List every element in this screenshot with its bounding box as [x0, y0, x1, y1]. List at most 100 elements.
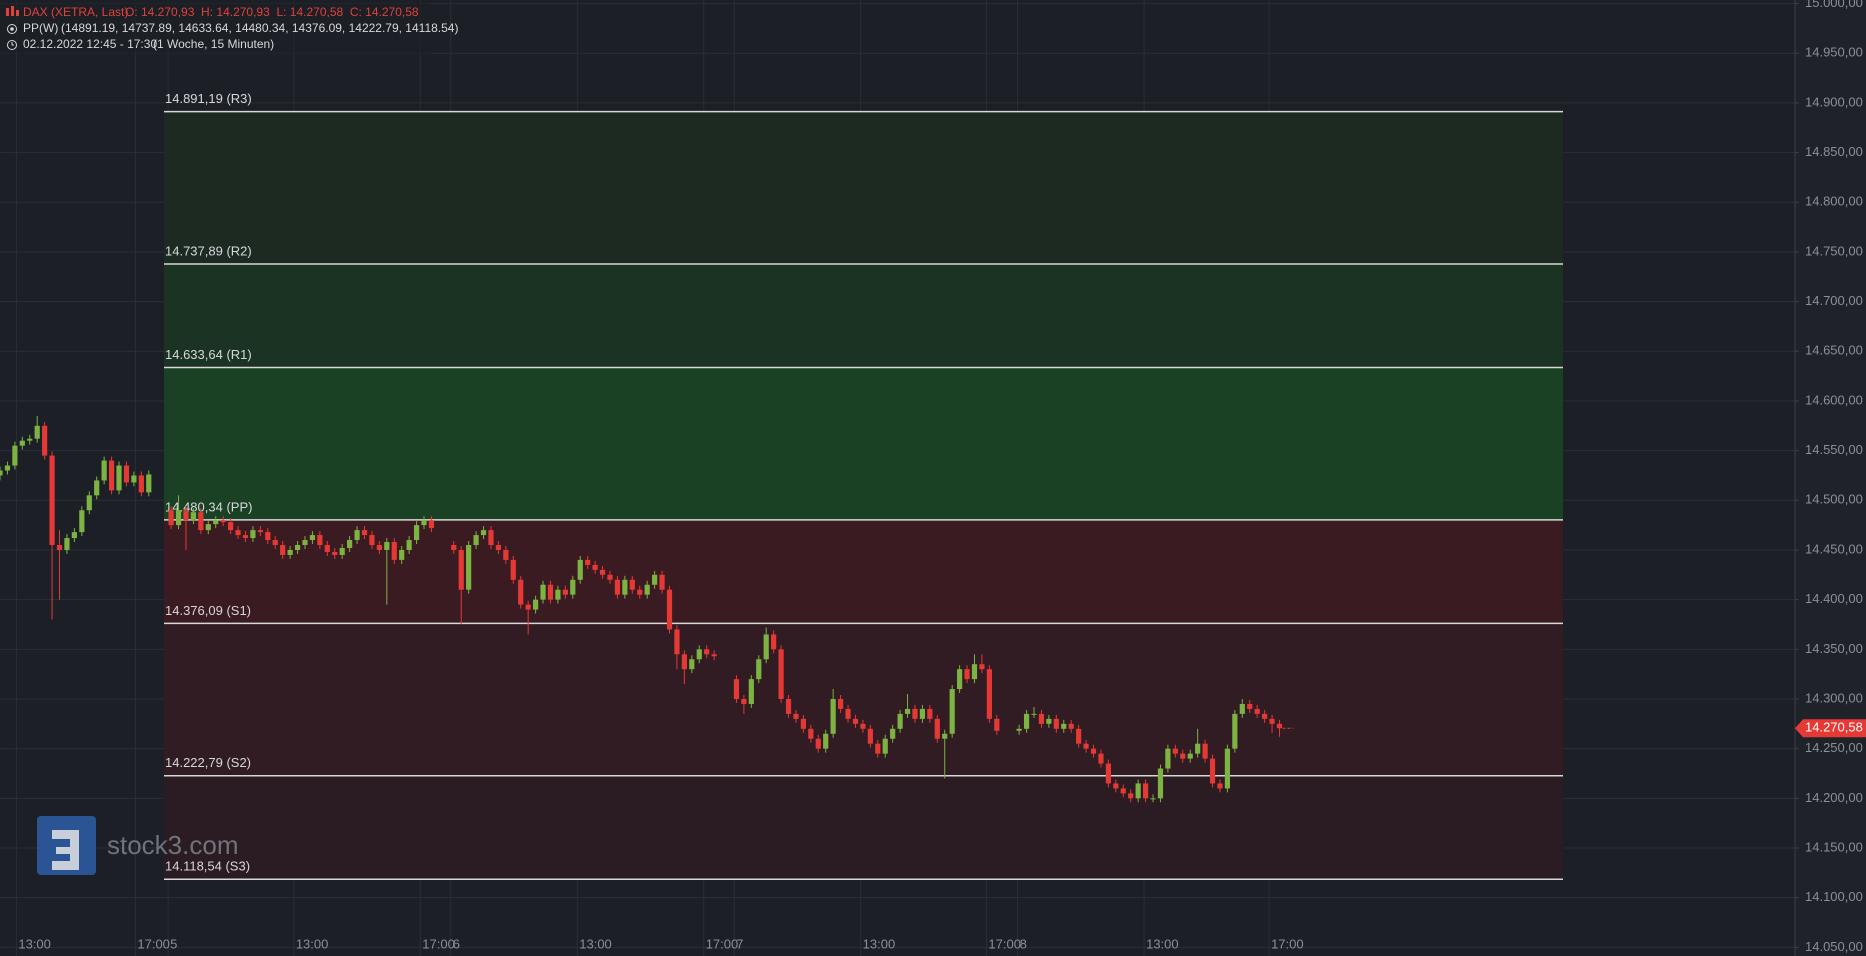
candle-body	[108, 460, 115, 491]
title: DAX (XETRA, Last)	[23, 5, 128, 19]
candle-body	[12, 445, 18, 466]
x-tick-label: 8	[1020, 936, 1027, 951]
candle-body	[1269, 718, 1275, 724]
indicator-values: (14891.19, 14737.89, 14633.64, 14480.34,…	[61, 21, 458, 35]
candle-body	[1142, 783, 1149, 799]
pivot-label: 14.118,54 (S3)	[165, 859, 250, 874]
candle-body	[808, 728, 814, 739]
pivot-label: 14.376,09 (S1)	[165, 603, 251, 618]
watermark: stock3.com	[107, 830, 239, 860]
candle-body	[592, 564, 598, 570]
pivot-zone	[164, 623, 1563, 776]
x-tick-label: 13:00	[18, 936, 51, 951]
candle-body	[800, 718, 806, 729]
y-tick-label: 14.450,00	[1805, 541, 1863, 556]
y-tick-label: 14.350,00	[1805, 641, 1863, 656]
y-tick-label: 14.750,00	[1805, 243, 1863, 258]
pivot-zone	[164, 263, 1563, 368]
candle-body	[1016, 728, 1022, 731]
y-tick-label: 14.850,00	[1805, 144, 1863, 159]
candle-body	[771, 634, 777, 650]
candle-body	[0, 470, 3, 476]
candle-body	[138, 475, 144, 493]
y-tick-label: 14.050,00	[1805, 939, 1863, 954]
candle-body	[116, 465, 122, 491]
y-tick-label: 14.100,00	[1805, 889, 1863, 904]
candle-body	[681, 654, 687, 670]
candle-body	[309, 535, 316, 541]
candle-body	[406, 540, 412, 550]
candle-body	[287, 549, 293, 555]
x-tick-label: 13:00	[296, 936, 329, 951]
candle-body	[79, 510, 85, 533]
candle-body	[562, 589, 568, 595]
candle-body	[1083, 743, 1089, 749]
x-tick-label: 6	[453, 936, 460, 951]
indicator-icon-dot	[10, 27, 14, 31]
candle-body	[317, 535, 323, 546]
pivot-label: 14.633,64 (R1)	[165, 347, 252, 362]
candle-body	[778, 649, 784, 699]
candle-body	[1090, 748, 1097, 754]
y-tick-label: 14.950,00	[1805, 45, 1863, 60]
candle-body	[882, 738, 888, 754]
y-tick-label: 14.500,00	[1805, 492, 1863, 507]
candle-body	[852, 718, 859, 724]
candle-body	[1038, 713, 1045, 724]
y-tick-label: 14.700,00	[1805, 293, 1863, 308]
candle-body	[644, 584, 650, 595]
candle-body	[1128, 793, 1134, 799]
candle-body	[332, 551, 338, 555]
candle-body	[823, 733, 829, 749]
candle-body	[540, 584, 546, 600]
x-tick-label: 17:00	[422, 936, 455, 951]
last-price-box	[1795, 719, 1866, 738]
candle-body	[1202, 743, 1208, 759]
candle-body	[101, 460, 107, 481]
candle-body	[1217, 783, 1223, 789]
candle-body	[674, 629, 680, 655]
watermark-logo	[37, 816, 96, 875]
y-tick-label: 14.650,00	[1805, 343, 1863, 358]
candle-body	[845, 708, 851, 719]
candle-body	[1224, 748, 1231, 789]
pivot-zone	[164, 775, 1563, 880]
candle-body	[235, 530, 241, 536]
x-tick-label: 13:00	[579, 936, 612, 951]
candle-body	[183, 510, 189, 521]
candle-body	[205, 524, 211, 531]
candle-body	[1031, 713, 1037, 715]
candle-body	[242, 535, 249, 539]
candle-body	[1239, 703, 1245, 714]
x-tick-label: 17:00	[706, 936, 739, 951]
candle-body	[250, 530, 256, 539]
candle-body	[302, 540, 308, 546]
pivot-label: 14.891,19 (R3)	[165, 91, 252, 106]
candle-body	[391, 542, 397, 560]
candle-body	[369, 535, 375, 546]
candle-body	[1113, 783, 1119, 789]
candle-body	[71, 532, 77, 539]
candle-body	[458, 549, 464, 590]
y-tick-label: 14.550,00	[1805, 442, 1863, 457]
candle-body	[1061, 723, 1067, 729]
candle-body	[793, 713, 799, 719]
x-tick-label: 17:00	[1271, 936, 1304, 951]
candle-body	[979, 664, 985, 670]
candle-body	[659, 574, 665, 590]
pivot-label: 14.222,79 (S2)	[165, 755, 251, 770]
period: 02.12.2022 12:45 - 17:30	[23, 37, 157, 51]
candle-body	[1247, 703, 1253, 709]
candle-body	[175, 510, 182, 526]
candle-body	[860, 723, 866, 729]
candle-body	[86, 495, 92, 511]
candle-body	[919, 708, 926, 719]
pivot-zone	[164, 367, 1563, 520]
candle-body	[220, 520, 226, 523]
candle-body	[927, 708, 933, 719]
x-tick-label: 7	[736, 936, 743, 951]
candle-body	[532, 599, 539, 610]
candle-body	[897, 713, 903, 729]
